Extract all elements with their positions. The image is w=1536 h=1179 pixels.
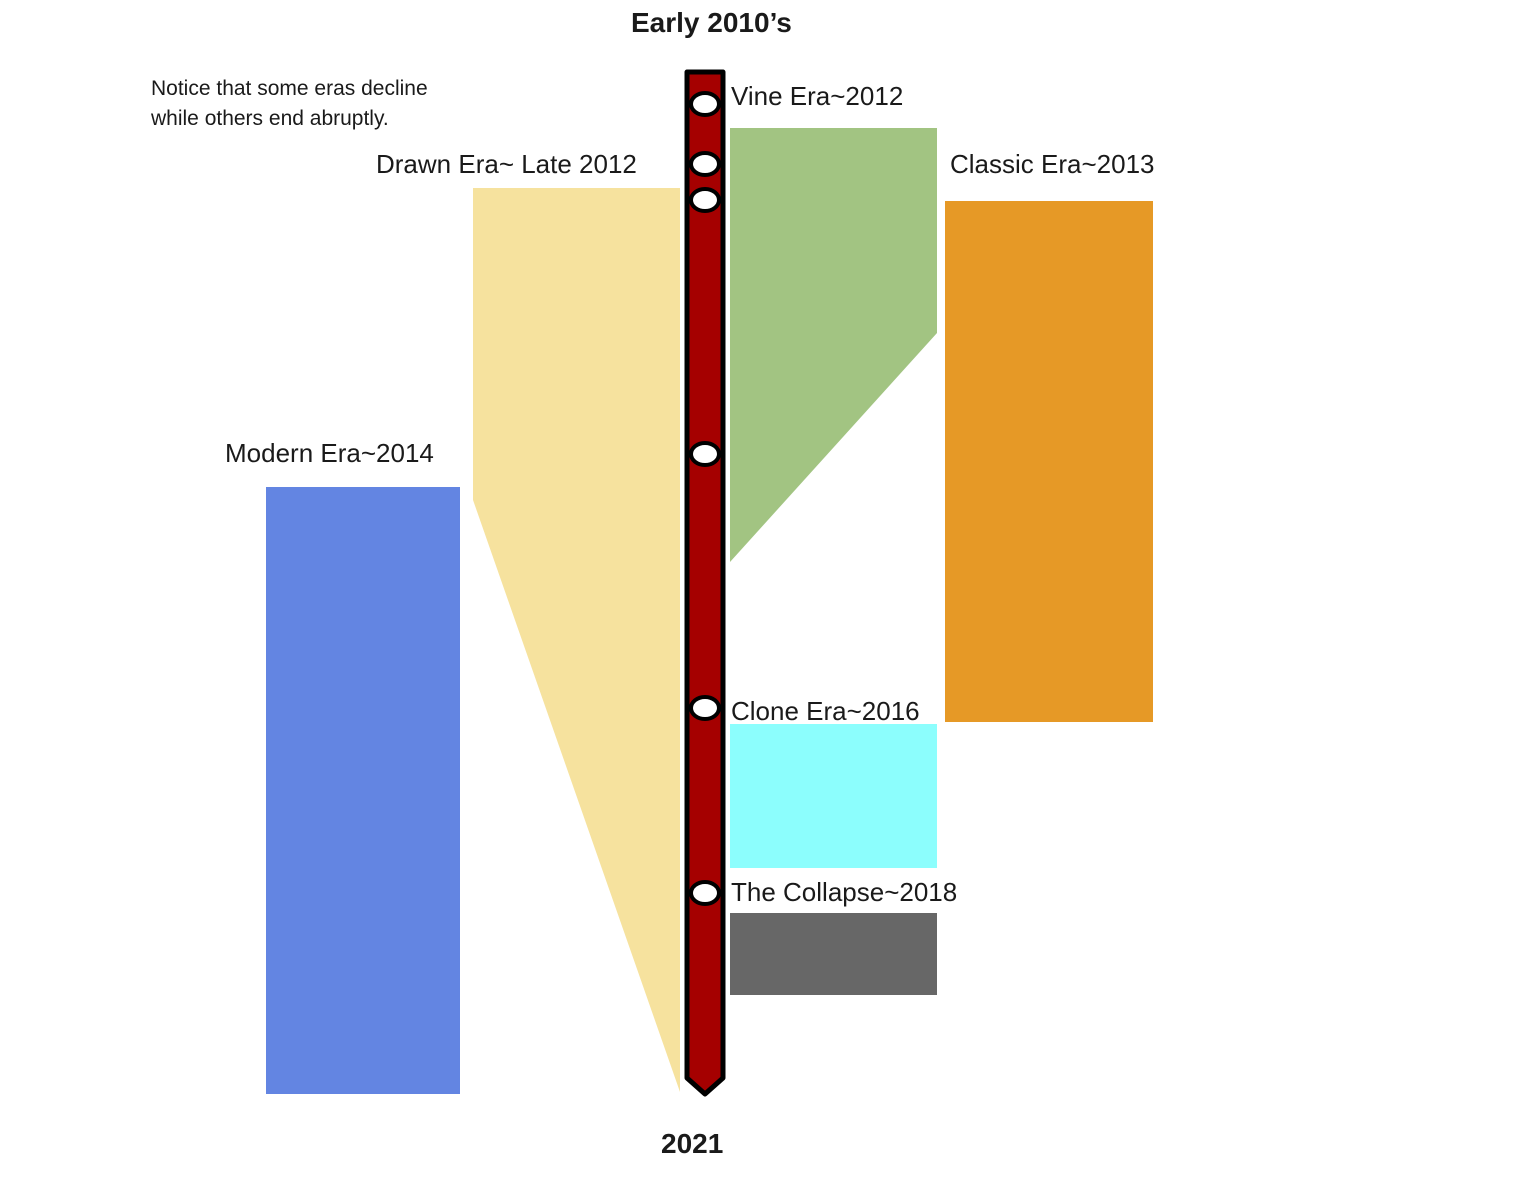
vine-era-block [730,128,937,562]
note-line-1: Notice that some eras decline [151,77,428,100]
timeline-marker-clone [689,695,721,721]
timeline-marker-collapse [689,880,721,906]
timeline-marker-drawn [689,151,721,177]
note-text: Notice that some eras decline while othe… [151,74,428,134]
timeline-marker-classic [689,187,721,213]
drawn-era-label: Drawn Era~ Late 2012 [376,149,637,179]
note-line-2: while others end abruptly. [151,107,389,130]
clone-era-block [730,724,937,868]
collapse-era-block [730,913,937,995]
timeline-marker-vine [689,91,721,117]
timeline-arrow [684,69,726,1097]
timeline-end-label: 2021 [661,1128,724,1159]
timeline-start-label: Early 2010’s [631,7,792,38]
modern-era-label: Modern Era~2014 [225,438,434,468]
vine-era-label: Vine Era~2012 [731,81,904,111]
modern-era-block [266,487,460,1094]
clone-era-label: Clone Era~2016 [731,696,920,726]
collapse-era-label: The Collapse~2018 [731,877,958,907]
classic-era-label: Classic Era~2013 [950,149,1155,179]
drawn-era-block [473,188,680,1092]
timeline-marker-modern [689,441,721,467]
classic-era-block [945,201,1153,722]
